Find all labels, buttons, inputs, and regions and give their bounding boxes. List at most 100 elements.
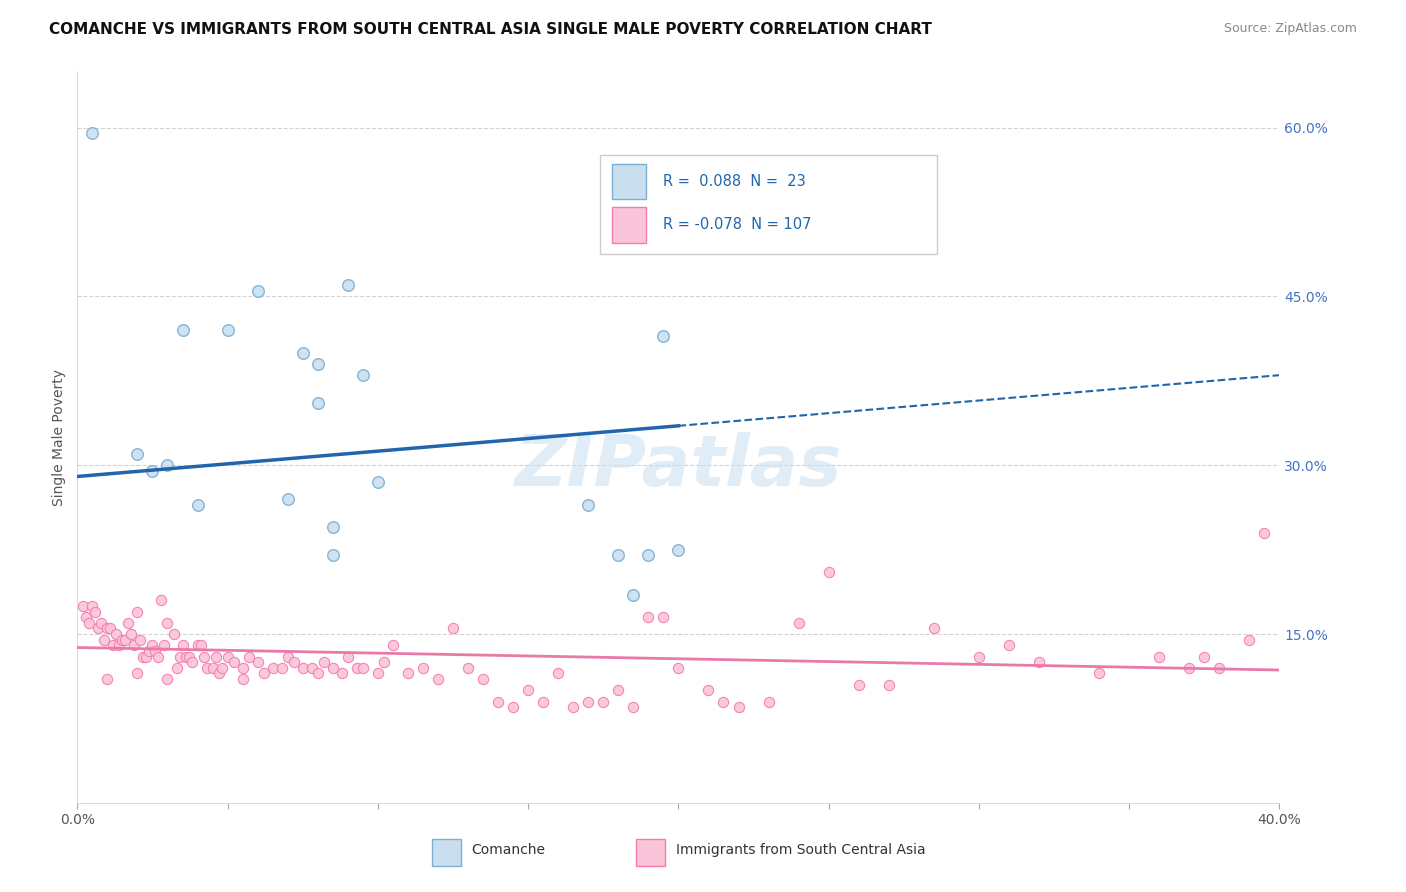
- Point: [1239, 632, 1261, 647]
- Text: Source: ZipAtlas.com: Source: ZipAtlas.com: [1223, 22, 1357, 36]
- Point: [817, 565, 839, 579]
- Point: [93, 632, 115, 647]
- Point: [668, 542, 690, 557]
- FancyBboxPatch shape: [600, 155, 936, 254]
- Point: [103, 638, 125, 652]
- Point: [138, 644, 160, 658]
- Point: [621, 588, 644, 602]
- Text: R = -0.078  N = 107: R = -0.078 N = 107: [662, 218, 811, 233]
- Point: [652, 610, 675, 624]
- Point: [217, 649, 239, 664]
- Point: [322, 548, 344, 562]
- Point: [72, 599, 94, 613]
- Point: [848, 678, 870, 692]
- Point: [787, 615, 810, 630]
- Point: [108, 638, 131, 652]
- Point: [373, 655, 395, 669]
- Point: [352, 661, 374, 675]
- Point: [207, 666, 229, 681]
- Point: [75, 610, 97, 624]
- Point: [238, 649, 260, 664]
- Text: R =  0.088  N =  23: R = 0.088 N = 23: [662, 174, 806, 188]
- Point: [141, 464, 163, 478]
- Point: [457, 661, 479, 675]
- Bar: [612, 163, 645, 199]
- Point: [211, 661, 233, 675]
- Point: [162, 627, 184, 641]
- Point: [441, 621, 464, 635]
- Point: [232, 672, 254, 686]
- Point: [713, 694, 735, 708]
- Point: [668, 661, 690, 675]
- Point: [1149, 649, 1171, 664]
- Bar: [432, 838, 461, 866]
- Point: [246, 655, 269, 669]
- Point: [114, 632, 136, 647]
- Point: [105, 627, 128, 641]
- Point: [180, 655, 202, 669]
- Point: [697, 683, 720, 698]
- Point: [922, 621, 945, 635]
- Point: [472, 672, 495, 686]
- Point: [301, 661, 323, 675]
- Point: [607, 548, 630, 562]
- Y-axis label: Single Male Poverty: Single Male Poverty: [52, 368, 66, 506]
- Point: [172, 323, 194, 337]
- Point: [562, 700, 585, 714]
- Point: [637, 610, 659, 624]
- Point: [637, 548, 659, 562]
- Point: [346, 661, 368, 675]
- Point: [217, 323, 239, 337]
- Point: [307, 666, 329, 681]
- Point: [277, 649, 299, 664]
- Point: [1028, 655, 1050, 669]
- Text: ZIPatlas: ZIPatlas: [515, 432, 842, 500]
- Point: [127, 447, 149, 461]
- Point: [1194, 649, 1216, 664]
- Point: [322, 661, 344, 675]
- Point: [124, 638, 146, 652]
- Point: [967, 649, 990, 664]
- Point: [117, 615, 139, 630]
- Point: [135, 649, 157, 664]
- Point: [132, 649, 155, 664]
- Point: [195, 661, 218, 675]
- Point: [877, 678, 900, 692]
- Point: [547, 666, 569, 681]
- Point: [187, 498, 209, 512]
- Point: [998, 638, 1021, 652]
- Point: [166, 661, 188, 675]
- Point: [270, 661, 292, 675]
- Point: [291, 345, 314, 359]
- Point: [381, 638, 404, 652]
- Point: [150, 593, 173, 607]
- Point: [1208, 661, 1230, 675]
- Point: [352, 368, 374, 383]
- Point: [82, 126, 104, 140]
- Point: [148, 649, 170, 664]
- Point: [758, 694, 780, 708]
- Point: [90, 615, 112, 630]
- Point: [336, 278, 359, 293]
- Point: [156, 672, 179, 686]
- Point: [193, 649, 215, 664]
- Point: [396, 666, 419, 681]
- Point: [222, 655, 245, 669]
- Text: Immigrants from South Central Asia: Immigrants from South Central Asia: [676, 843, 925, 857]
- Point: [87, 621, 110, 635]
- Point: [312, 655, 335, 669]
- Point: [1178, 661, 1201, 675]
- Point: [82, 599, 104, 613]
- Point: [367, 475, 389, 489]
- Point: [330, 666, 353, 681]
- Point: [502, 700, 524, 714]
- Point: [96, 621, 118, 635]
- Point: [141, 638, 163, 652]
- Point: [427, 672, 450, 686]
- Point: [246, 284, 269, 298]
- Point: [156, 458, 179, 473]
- Point: [621, 700, 644, 714]
- Point: [84, 605, 107, 619]
- Point: [367, 666, 389, 681]
- Point: [129, 632, 152, 647]
